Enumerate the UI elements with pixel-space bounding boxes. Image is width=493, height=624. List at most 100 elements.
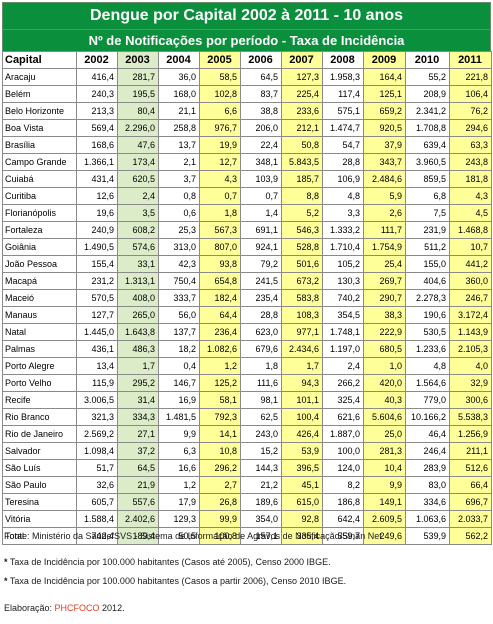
incidence-value-cell: 144,3 (240, 459, 282, 477)
incidence-value-cell: 2.296,0 (117, 119, 159, 137)
incidence-value-cell: 28,8 (240, 306, 282, 324)
incidence-value-cell: 1.233,6 (405, 340, 450, 358)
column-header-year: 2006 (240, 51, 282, 69)
incidence-value-cell: 562,2 (449, 527, 492, 545)
column-header-year: 2009 (363, 51, 406, 69)
incidence-value-cell: 6,6 (199, 102, 241, 120)
table-row: Campo Grande 1.366,1 173,4 2,1 12,7 348,1 5.84… (2, 153, 492, 171)
incidence-value-cell: 6,8 (405, 187, 450, 205)
incidence-value-cell: 25,3 (158, 221, 200, 239)
incidence-value-cell: 281,7 (117, 68, 159, 86)
incidence-value-cell: 283,9 (405, 459, 450, 477)
incidence-value-cell: 1.366,1 (76, 153, 118, 171)
incidence-value-cell: 1,0 (363, 357, 406, 375)
incidence-value-cell: 696,7 (449, 493, 492, 511)
incidence-value-cell: 408,0 (117, 289, 159, 307)
incidence-value-cell: 343,7 (363, 153, 406, 171)
incidence-value-cell: 80,4 (117, 102, 159, 120)
incidence-value-cell: 920,5 (363, 119, 406, 137)
incidence-value-cell: 4,5 (449, 204, 492, 222)
incidence-value-cell: 567,3 (199, 221, 241, 239)
incidence-value-cell: 290,7 (363, 289, 406, 307)
table-row: Curitiba 12,6 2,4 0,8 0,7 0,7 8,8 4,8 5,9 6,8 4,3 (2, 187, 492, 205)
incidence-value-cell: 157,1 (240, 527, 282, 545)
capital-name-cell: Boa Vista (2, 119, 77, 137)
incidence-value-cell: 27,1 (117, 425, 159, 443)
incidence-value-cell: 58,1 (199, 391, 241, 409)
capital-name-cell: São Paulo (2, 476, 77, 494)
incidence-value-cell: 19,9 (199, 136, 241, 154)
report-container: Dengue por Capital 2002 à 2011 - 10 anos… (2, 2, 492, 545)
incidence-value-cell: 5.843,5 (281, 153, 323, 171)
incidence-value-cell: 83,7 (240, 85, 282, 103)
incidence-value-cell: 127,7 (76, 306, 118, 324)
footnote-marker: * (4, 557, 8, 567)
incidence-value-cell: 1.098,4 (76, 442, 118, 460)
incidence-value-cell: 416,4 (76, 68, 118, 86)
incidence-value-cell: 2.434,6 (281, 340, 323, 358)
incidence-value-cell: 1.748,1 (322, 323, 364, 341)
incidence-value-cell: 51,7 (76, 459, 118, 477)
incidence-value-cell: 10.166,2 (405, 408, 450, 426)
incidence-value-cell: 335,4 (281, 527, 323, 545)
capital-name-cell: Recife (2, 391, 77, 409)
incidence-value-cell: 19,6 (76, 204, 118, 222)
incidence-value-cell: 222,9 (363, 323, 406, 341)
incidence-value-cell: 300,6 (449, 391, 492, 409)
table-row: São Luís 51,7 64,5 16,6 296,2 144,3 396,5 124,0… (2, 459, 492, 477)
incidence-value-cell: 94,3 (281, 374, 323, 392)
incidence-value-cell: 125,2 (199, 374, 241, 392)
incidence-value-cell: 2.105,3 (449, 340, 492, 358)
capital-name-cell: Porto Velho (2, 374, 77, 392)
incidence-value-cell: 258,8 (158, 119, 200, 137)
incidence-value-cell: 1,2 (158, 476, 200, 494)
incidence-value-cell: 100,8 (199, 527, 241, 545)
table-row: Boa Vista 569,4 2.296,0 258,8 976,7 206,0 212,… (2, 119, 492, 137)
incidence-value-cell: 231,9 (405, 221, 450, 239)
table-row: Salvador 1.098,4 37,2 6,3 10,8 15,2 53,9 100,0 2… (2, 442, 492, 460)
incidence-value-cell: 3,3 (322, 204, 364, 222)
incidence-value-cell: 12,7 (199, 153, 241, 171)
incidence-value-cell: 431,4 (76, 170, 118, 188)
incidence-value-cell: 115,9 (76, 374, 118, 392)
incidence-value-cell: 5,2 (281, 204, 323, 222)
incidence-value-cell: 208,9 (405, 85, 450, 103)
incidence-value-cell: 22,4 (240, 136, 282, 154)
incidence-value-cell: 265,0 (117, 306, 159, 324)
incidence-value-cell: 426,4 (281, 425, 323, 443)
incidence-value-cell: 570,5 (76, 289, 118, 307)
incidence-value-cell: 164,4 (363, 68, 406, 86)
incidence-value-cell: 441,2 (449, 255, 492, 273)
capital-name-cell: Curitiba (2, 187, 77, 205)
incidence-value-cell: 859,5 (405, 170, 450, 188)
capital-name-cell: Brasília (2, 136, 77, 154)
table-row: Porto Alegre 13,4 1,7 0,4 1,2 1,8 1,7 2,4 1,0 4,8… (2, 357, 492, 375)
incidence-value-cell: 3,5 (117, 204, 159, 222)
incidence-value-cell: 0,8 (158, 187, 200, 205)
capital-name-cell: Macapá (2, 272, 77, 290)
incidence-value-cell: 2,4 (322, 357, 364, 375)
incidence-value-cell: 2.278,3 (405, 289, 450, 307)
incidence-value-cell: 1.445,0 (76, 323, 118, 341)
incidence-value-cell: 673,2 (281, 272, 323, 290)
incidence-value-cell: 557,6 (117, 493, 159, 511)
incidence-value-cell: 2,1 (158, 153, 200, 171)
table-row: Teresina 605,7 557,6 17,9 26,8 189,6 615,0 186,… (2, 493, 492, 511)
incidence-value-cell: 528,8 (281, 238, 323, 256)
incidence-value-cell: 21,2 (240, 476, 282, 494)
capital-name-cell: Florianópolis (2, 204, 77, 222)
incidence-value-cell: 9,9 (363, 476, 406, 494)
table-row: Palmas 436,1 486,3 18,2 1.082,6 679,6 2.434,6 1… (2, 340, 492, 358)
incidence-value-cell: 12,6 (76, 187, 118, 205)
incidence-value-cell: 1.333,2 (322, 221, 364, 239)
capital-name-cell: Porto Alegre (2, 357, 77, 375)
incidence-value-cell: 1.588,4 (76, 510, 118, 528)
table-row: Macapá 231,2 1.313,1 750,4 654,8 241,5 673,2 13… (2, 272, 492, 290)
report-subtitle: Nº de Notificações por período - Taxa de… (2, 30, 491, 51)
incidence-value-cell: 294,6 (449, 119, 492, 137)
incidence-value-cell: 21,1 (158, 102, 200, 120)
incidence-value-cell: 102,8 (199, 85, 241, 103)
incidence-value-cell: 4,8 (322, 187, 364, 205)
incidence-value-cell: 2.484,6 (363, 170, 406, 188)
incidence-value-cell: 623,0 (240, 323, 282, 341)
